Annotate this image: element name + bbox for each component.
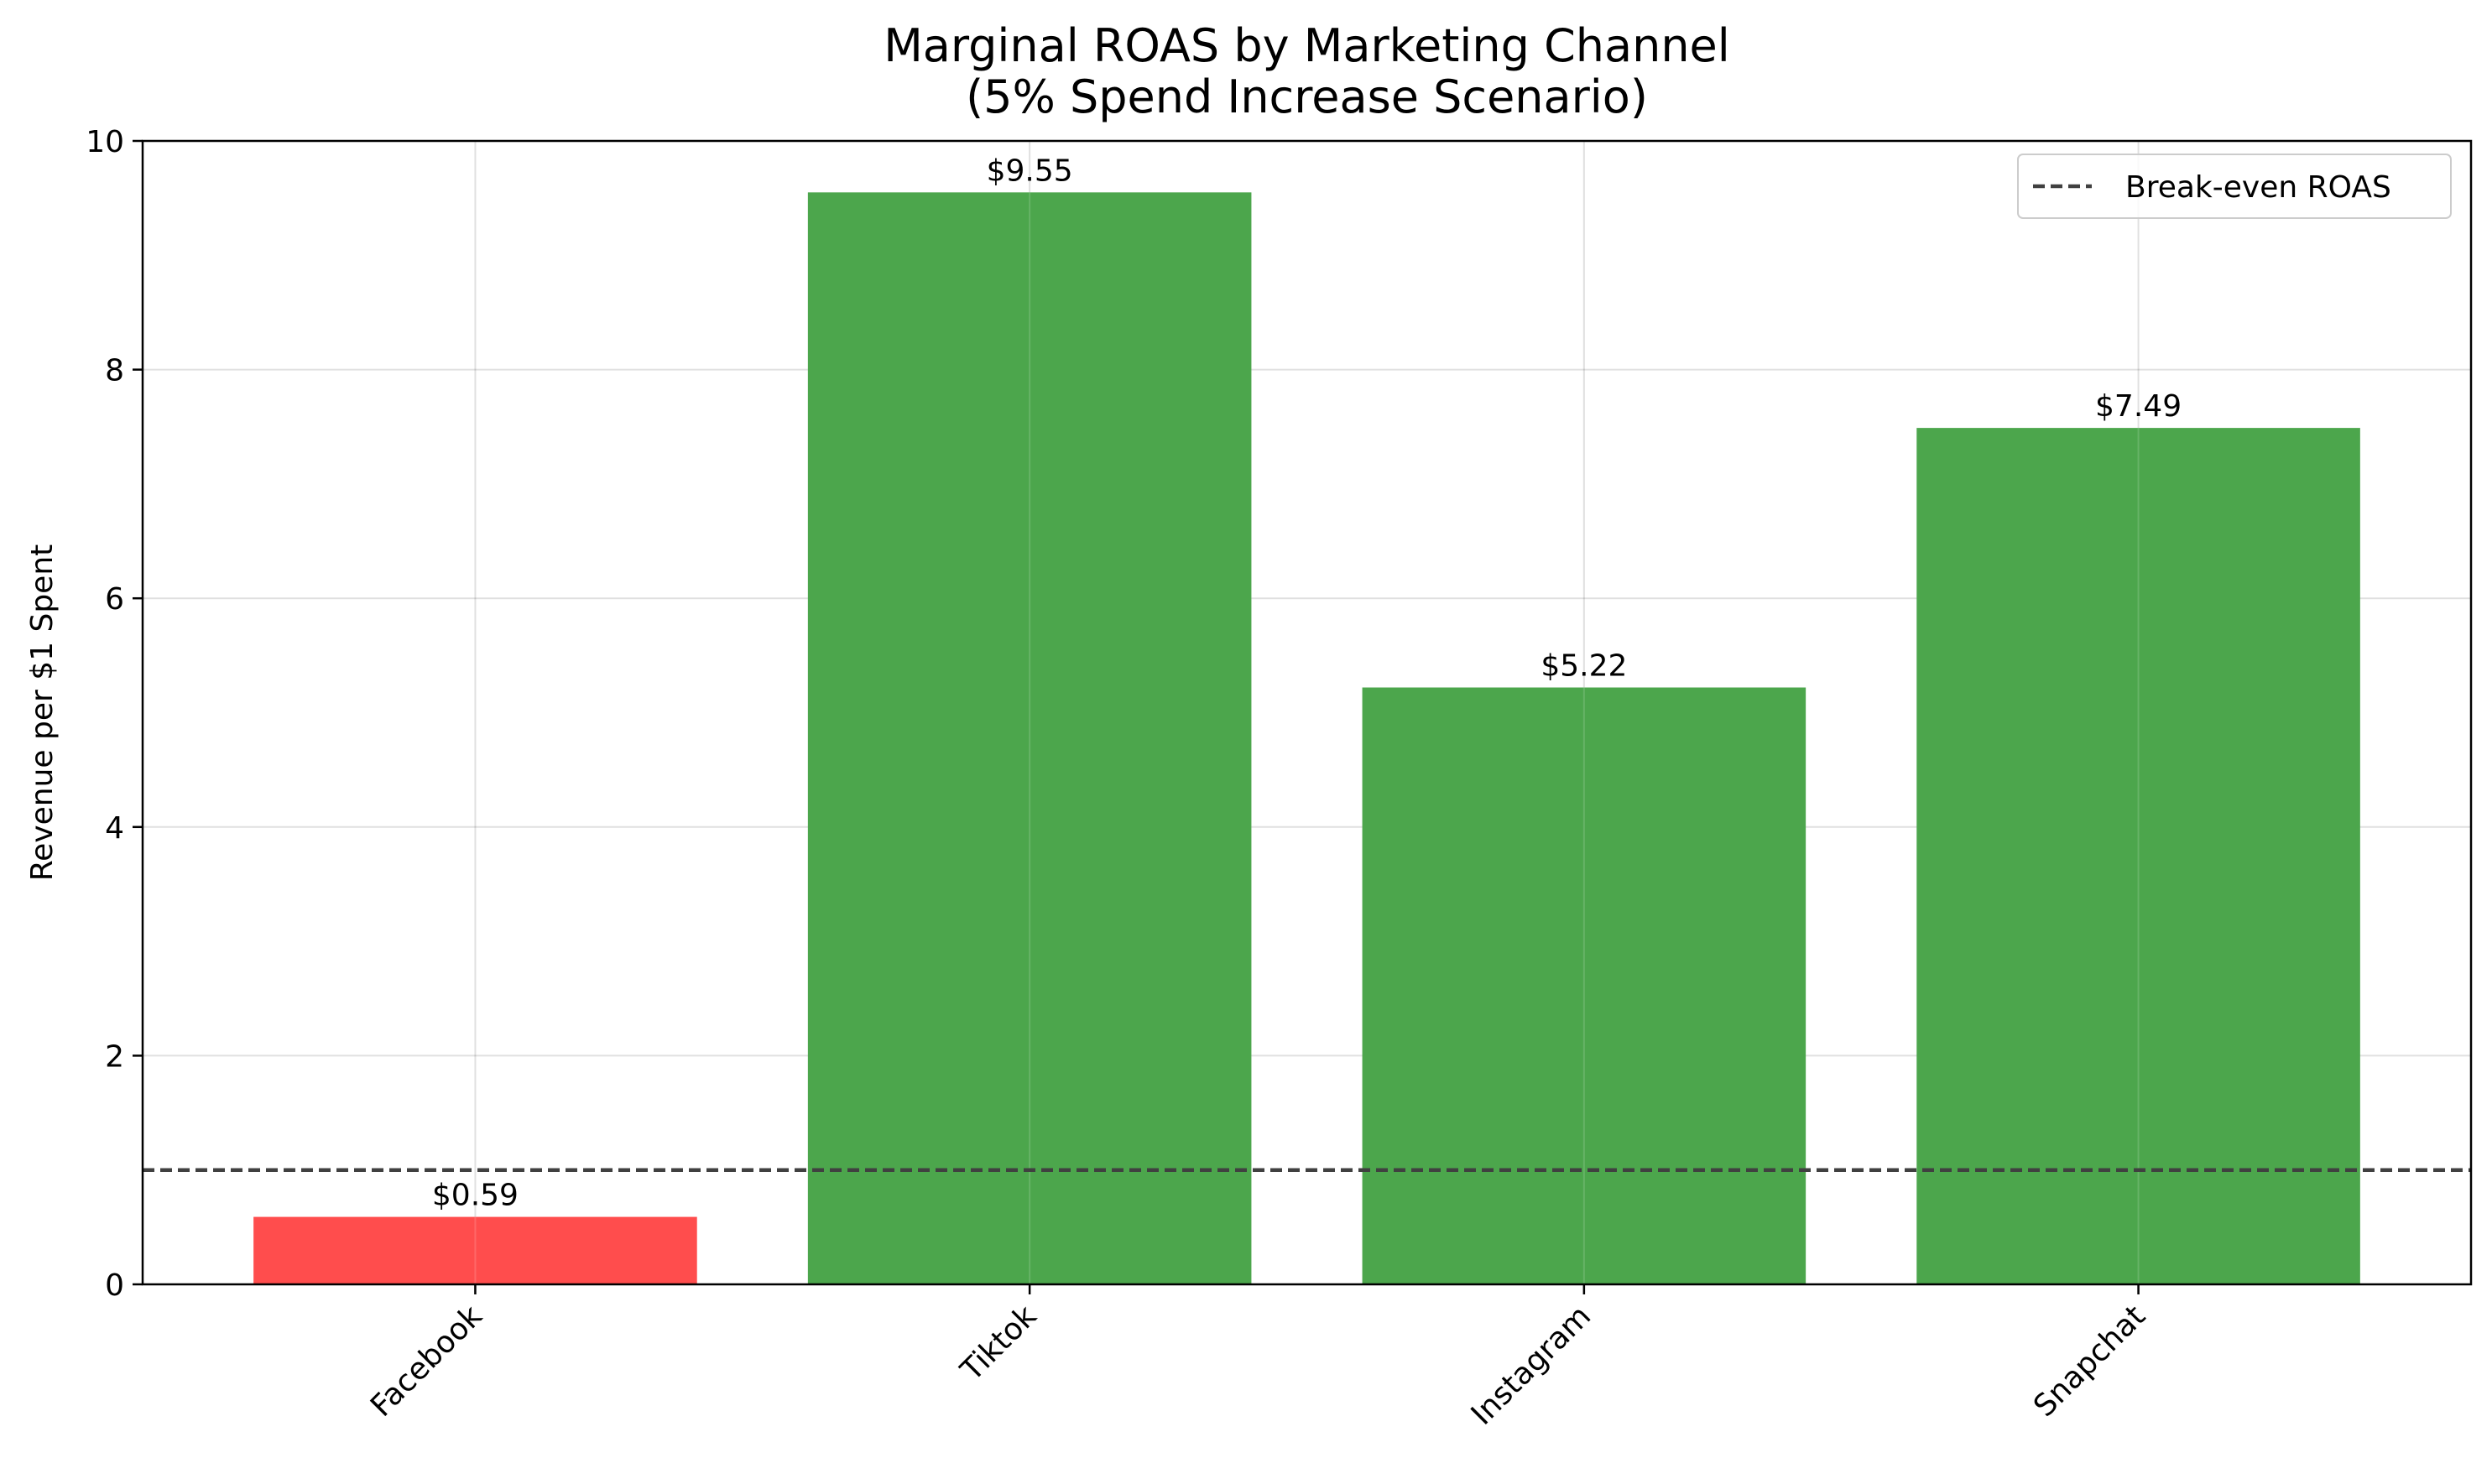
legend: Break-even ROAS [2017,154,2452,219]
x-tick-label: Snapchat [2027,1299,2152,1424]
bar-facebook [253,1216,697,1284]
y-axis-ticks: 0 2 4 6 8 10 [86,125,143,1303]
bar-tiktok [807,192,1252,1285]
y-tick-label: 6 [105,582,124,617]
y-tick-label: 0 [105,1268,124,1303]
x-tick-label: Instagram [1465,1299,1598,1432]
y-tick-label: 10 [86,125,124,159]
bar-snapchat [1916,428,2360,1284]
x-tick-label: Tiktok [954,1299,1044,1388]
data-label: $0.59 [432,1179,519,1213]
x-axis-ticks: Facebook Tiktok Instagram Snapchat [364,1284,2152,1432]
y-axis-label: Revenue per $1 Spent [25,544,60,882]
data-label: $9.55 [987,154,1073,188]
data-label: $7.49 [2095,389,2182,424]
legend-label: Break-even ROAS [2125,170,2391,205]
x-tick-label: Facebook [364,1299,489,1424]
bars [253,192,2360,1285]
legend-box [2017,154,2452,219]
plot-area-frame [141,139,2473,1286]
bar-instagram [1362,687,1806,1284]
y-tick-label: 8 [105,354,124,388]
y-tick-label: 4 [105,811,124,846]
data-label: $5.22 [1541,649,1627,684]
chart-subtitle: (5% Spend Increase Scenario) [966,70,1648,123]
data-labels: $0.59 $9.55 $5.22 $7.49 [432,154,2182,1212]
y-tick-label: 2 [105,1039,124,1074]
chart-title: Marginal ROAS by Marketing Channel [884,19,1730,72]
